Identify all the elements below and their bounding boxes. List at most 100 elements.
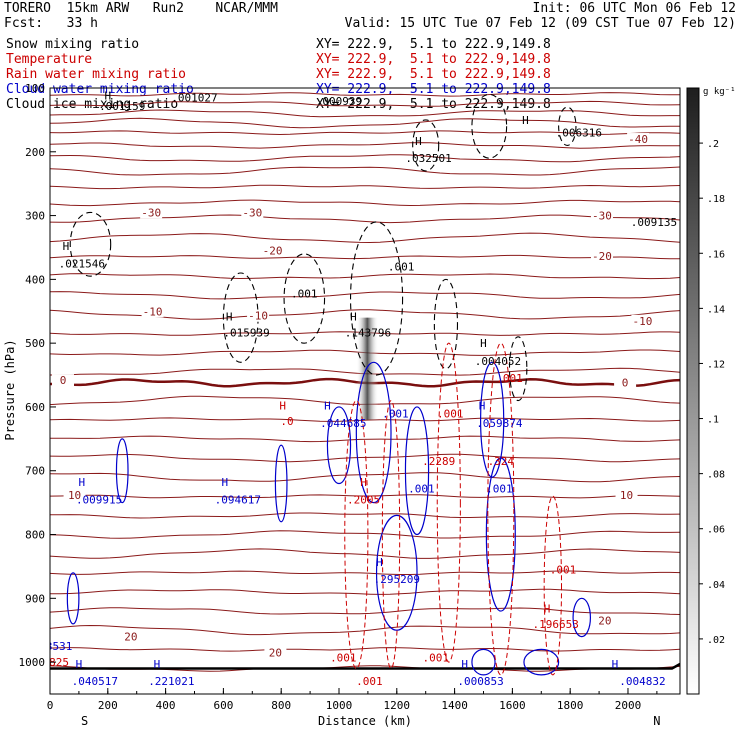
max-label: .143796 <box>345 326 391 339</box>
x-tick-label: 400 <box>156 699 176 712</box>
max-marker: H <box>544 603 551 616</box>
y-tick-label: 300 <box>25 210 45 223</box>
max-marker: H <box>78 476 85 489</box>
y-tick-label: 800 <box>25 529 45 542</box>
isotherm-line <box>50 607 680 615</box>
max-label: .001 <box>330 652 357 665</box>
max-marker: H <box>350 310 357 323</box>
max-marker: H <box>612 658 619 671</box>
legend-name: Cloud water mixing ratio <box>6 82 194 97</box>
colorbar-tick-label: .04 <box>707 580 725 591</box>
isotherm-label: -30 <box>592 210 612 223</box>
max-marker: H <box>376 556 383 569</box>
y-tick-label: 400 <box>25 273 45 286</box>
legend-range: XY= 222.9, 5.1 to 222.9,149.8 <box>316 37 551 52</box>
colorbar <box>686 87 700 695</box>
x-axis-label: Distance (km) <box>318 714 412 728</box>
cloud-water-contour <box>355 361 392 504</box>
max-label: .009135 <box>631 216 677 229</box>
max-label: .044685 <box>320 417 366 430</box>
cloud-water-contour <box>375 514 418 631</box>
colorbar-tick-label: .16 <box>707 249 725 260</box>
isotherm-line <box>50 530 680 539</box>
max-label: .004052 <box>475 355 521 368</box>
cloud-water-contour <box>572 597 592 638</box>
cloud-water-contour <box>66 572 80 625</box>
max-label: .032501 <box>405 152 451 165</box>
isotherm-label: 20 <box>598 615 611 628</box>
max-marker: H <box>360 476 367 489</box>
header-init: Init: 06 UTC Mon 06 Feb 12 <box>532 1 737 16</box>
max-label: .001 <box>388 261 415 274</box>
legend-range: XY= 222.9, 5.1 to 222.9,149.8 <box>316 52 551 67</box>
cloud-water-contour <box>485 457 516 612</box>
x-tick-label: 1000 <box>326 699 353 712</box>
max-label: .196653 <box>533 618 579 631</box>
max-marker: H <box>324 400 331 413</box>
max-marker: H <box>154 658 161 671</box>
max-marker: H <box>279 400 286 413</box>
colorbar-tick-label: .02 <box>707 635 725 646</box>
y-tick-label: 900 <box>25 592 45 605</box>
isotherm-line <box>50 130 680 136</box>
isotherm-line <box>50 254 680 260</box>
header-fcst: Fcst: 33 h <box>4 16 98 31</box>
legend-name: Snow mixing ratio <box>6 37 140 52</box>
isotherm-line <box>50 647 680 652</box>
cloud-water-contour <box>471 648 496 676</box>
max-label: .000853 <box>457 675 503 688</box>
ice-contour <box>471 93 508 159</box>
x-tick-label: 200 <box>98 699 118 712</box>
isotherm-line <box>50 453 680 463</box>
max-label: .001027 <box>171 92 217 105</box>
x-tick-label: 600 <box>213 699 233 712</box>
colorbar-tick-label: .14 <box>707 304 725 315</box>
isotherm-line <box>50 435 680 443</box>
max-label: .006316 <box>556 127 602 140</box>
ice-contour <box>558 106 577 146</box>
isotherm-line <box>50 291 680 300</box>
snow-shading <box>356 317 379 420</box>
colorbar-tick-label: .12 <box>707 359 725 370</box>
max-label: .001 <box>486 483 513 496</box>
legend-range: XY= 222.9, 5.1 to 222.9,149.8 <box>316 97 551 112</box>
isotherm-line <box>50 624 680 636</box>
isotherm-label: -10 <box>143 305 163 318</box>
y-tick-label: 500 <box>25 337 45 350</box>
isotherm-label: -20 <box>592 250 612 263</box>
y-tick-label: 600 <box>25 401 45 414</box>
legend-name: Cloud ice mixing ratio <box>6 97 179 112</box>
isotherm-line <box>50 117 680 129</box>
x-tick-label: 2000 <box>615 699 642 712</box>
isotherm-label: -40 <box>628 133 648 146</box>
ice-contour <box>508 336 528 402</box>
colorbar-tick-label: .06 <box>707 525 725 536</box>
isotherm-label: 10 <box>620 489 633 502</box>
ice-contour <box>412 119 440 172</box>
max-label: .001 <box>437 407 464 420</box>
max-label: .001 <box>496 372 523 385</box>
max-label: .001 <box>291 287 318 300</box>
max-label: .324 <box>488 455 515 468</box>
y-axis-label: Pressure (hPa) <box>3 339 17 440</box>
isotherm-label: 20 <box>124 631 137 644</box>
rain-contour <box>436 342 461 663</box>
ice-contour <box>433 278 459 370</box>
max-label: .001 <box>550 564 577 577</box>
terrain-line <box>50 662 680 670</box>
max-label: .001 <box>423 652 450 665</box>
max-marker: H <box>63 240 70 253</box>
colorbar-unit: g kg⁻¹ <box>703 87 736 97</box>
max-label: .825 <box>43 656 70 669</box>
isotherm-label: 20 <box>269 647 282 660</box>
header-title: TORERO 15km ARW Run2 NCAR/MMM <box>4 1 278 16</box>
cloud-water-contour <box>404 406 430 536</box>
plot-frame <box>49 87 681 695</box>
colorbar-tick-label: .08 <box>707 470 725 481</box>
legend-name: Rain water mixing ratio <box>6 67 187 82</box>
cloud-water-contour <box>274 444 288 523</box>
isotherm-label: 0 <box>60 374 67 387</box>
colorbar-tick-label: .18 <box>707 194 725 205</box>
max-marker: H <box>104 90 111 103</box>
